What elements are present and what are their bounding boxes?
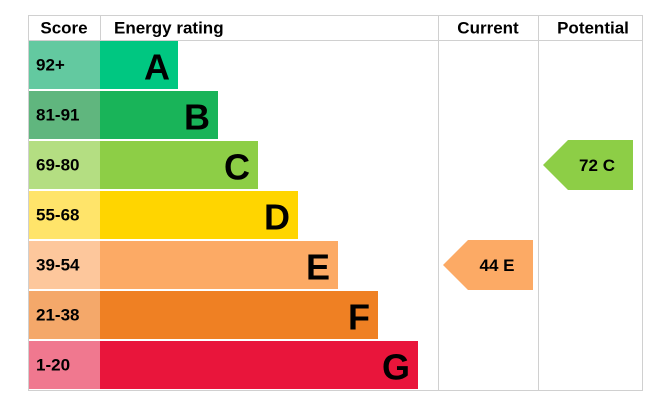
score-label: 69-80	[36, 156, 79, 175]
header: Score	[40, 19, 87, 38]
score-cell	[29, 41, 100, 89]
current-letter: E	[503, 256, 514, 275]
header: Current	[457, 19, 519, 38]
current-label: 44 E	[480, 256, 515, 275]
potential-label: 72 C	[579, 156, 615, 175]
score-label: 1-20	[36, 356, 70, 375]
rating-bar	[100, 241, 338, 289]
rating-letter: A	[144, 47, 170, 88]
score-label: 92+	[36, 56, 65, 75]
score-cell	[29, 341, 100, 389]
frame	[28, 15, 643, 391]
header: Energy rating	[114, 19, 224, 38]
potential-letter: C	[603, 156, 615, 175]
rating-letter: F	[348, 297, 370, 338]
rating-letter: E	[306, 247, 330, 288]
current-arrow	[443, 240, 533, 290]
score-cell	[29, 241, 100, 289]
score-label: 39-54	[36, 256, 80, 275]
rating-bar	[100, 341, 418, 389]
rating-letter: D	[264, 197, 290, 238]
rating-letter: G	[382, 347, 410, 388]
rating-bar	[100, 91, 218, 139]
rating-letter: B	[184, 97, 210, 138]
score-label: 55-68	[36, 206, 79, 225]
score-cell	[29, 141, 100, 189]
score-cell	[29, 291, 100, 339]
score-cell	[29, 191, 100, 239]
header: Potential	[557, 19, 629, 38]
rating-letter: C	[224, 147, 250, 188]
score-label: 21-38	[36, 306, 79, 325]
rating-bar	[100, 41, 178, 89]
grid	[28, 15, 643, 391]
rating-bar	[100, 141, 258, 189]
rating-bar	[100, 291, 378, 339]
score-label: 81-91	[36, 106, 79, 125]
potential-value: 72	[579, 156, 598, 175]
rating-bar	[100, 191, 298, 239]
current-value: 44	[480, 256, 499, 275]
potential-arrow	[543, 140, 633, 190]
score-cell	[29, 91, 100, 139]
